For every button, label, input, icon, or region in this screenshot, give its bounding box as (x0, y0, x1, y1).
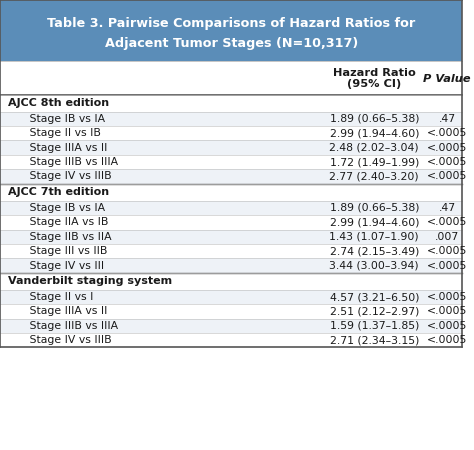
Bar (0, 112, 462, 126)
Bar (0, 94, 462, 112)
Text: <.0005: <.0005 (427, 261, 467, 270)
Text: .47: .47 (438, 114, 456, 124)
Text: 2.71 (2.34–3.15): 2.71 (2.34–3.15) (329, 335, 419, 345)
Text: 2.48 (2.02–3.04): 2.48 (2.02–3.04) (329, 143, 419, 153)
Text: Stage IB vs IA: Stage IB vs IA (19, 114, 105, 124)
Text: <.0005: <.0005 (427, 306, 467, 316)
Text: <.0005: <.0005 (427, 246, 467, 256)
Text: Table 3. Pairwise Comparisons of Hazard Ratios for: Table 3. Pairwise Comparisons of Hazard … (47, 17, 415, 30)
Text: Stage IIIA vs II: Stage IIIA vs II (19, 143, 107, 153)
Text: Stage II vs I: Stage II vs I (19, 292, 93, 302)
Bar (0, 169, 462, 184)
Text: Vanderbilt staging system: Vanderbilt staging system (9, 276, 173, 286)
Text: 4.57 (3.21–6.50): 4.57 (3.21–6.50) (329, 292, 419, 302)
Text: .007: .007 (435, 232, 459, 242)
Bar (0, 290, 462, 304)
Bar (0, 304, 462, 319)
Text: 1.89 (0.66–5.38): 1.89 (0.66–5.38) (329, 114, 419, 124)
Text: Stage IB vs IA: Stage IB vs IA (19, 203, 105, 213)
Text: Stage IIIA vs II: Stage IIIA vs II (19, 306, 107, 316)
Bar (0, 184, 462, 201)
Text: Stage IIA vs IB: Stage IIA vs IB (19, 217, 108, 227)
Text: 3.44 (3.00–3.94): 3.44 (3.00–3.94) (329, 261, 419, 270)
Bar (0, 61, 462, 94)
Bar (0, 140, 462, 155)
Text: AJCC 8th edition: AJCC 8th edition (9, 98, 109, 108)
Text: Stage IV vs IIIB: Stage IV vs IIIB (19, 171, 111, 181)
Text: 1.89 (0.66–5.38): 1.89 (0.66–5.38) (329, 203, 419, 213)
Text: <.0005: <.0005 (427, 128, 467, 138)
Bar (0, 258, 462, 273)
Bar (0, 319, 462, 333)
Bar (0, 230, 462, 244)
Text: <.0005: <.0005 (427, 171, 467, 181)
Text: Stage II vs IB: Stage II vs IB (19, 128, 101, 138)
Bar (0, 215, 462, 230)
Bar (0, 155, 462, 169)
Text: 2.51 (2.12–2.97): 2.51 (2.12–2.97) (329, 306, 419, 316)
Text: Adjacent Tumor Stages (N=10,317): Adjacent Tumor Stages (N=10,317) (105, 37, 358, 50)
Bar (0, 244, 462, 258)
Text: 1.59 (1.37–1.85): 1.59 (1.37–1.85) (329, 321, 419, 331)
Text: <.0005: <.0005 (427, 217, 467, 227)
Bar (0, 333, 462, 347)
Text: 2.99 (1.94–4.60): 2.99 (1.94–4.60) (329, 217, 419, 227)
Text: <.0005: <.0005 (427, 292, 467, 302)
Text: Stage IIIB vs IIIA: Stage IIIB vs IIIA (19, 321, 118, 331)
Text: <.0005: <.0005 (427, 157, 467, 167)
Text: <.0005: <.0005 (427, 143, 467, 153)
Text: 1.43 (1.07–1.90): 1.43 (1.07–1.90) (329, 232, 419, 242)
Text: <.0005: <.0005 (427, 335, 467, 345)
Text: Stage IIIB vs IIIA: Stage IIIB vs IIIA (19, 157, 118, 167)
Bar (0, 273, 462, 290)
Text: Stage IV vs III: Stage IV vs III (19, 261, 104, 270)
Bar (0, 201, 462, 215)
Text: Stage III vs IIB: Stage III vs IIB (19, 246, 107, 256)
Text: 1.72 (1.49–1.99): 1.72 (1.49–1.99) (329, 157, 419, 167)
Text: Stage IIB vs IIA: Stage IIB vs IIA (19, 232, 111, 242)
Text: AJCC 7th edition: AJCC 7th edition (9, 187, 109, 197)
Text: <.0005: <.0005 (427, 321, 467, 331)
Text: 2.99 (1.94–4.60): 2.99 (1.94–4.60) (329, 128, 419, 138)
Text: .47: .47 (438, 203, 456, 213)
Text: (95% CI): (95% CI) (347, 79, 401, 90)
Text: P Value: P Value (423, 74, 471, 84)
Text: 2.74 (2.15–3.49): 2.74 (2.15–3.49) (329, 246, 419, 256)
Text: Hazard Ratio: Hazard Ratio (333, 68, 416, 78)
Text: Stage IV vs IIIB: Stage IV vs IIIB (19, 335, 111, 345)
Bar (0, 126, 462, 140)
Text: 2.77 (2.40–3.20): 2.77 (2.40–3.20) (329, 171, 419, 181)
Bar (0, 0, 462, 61)
